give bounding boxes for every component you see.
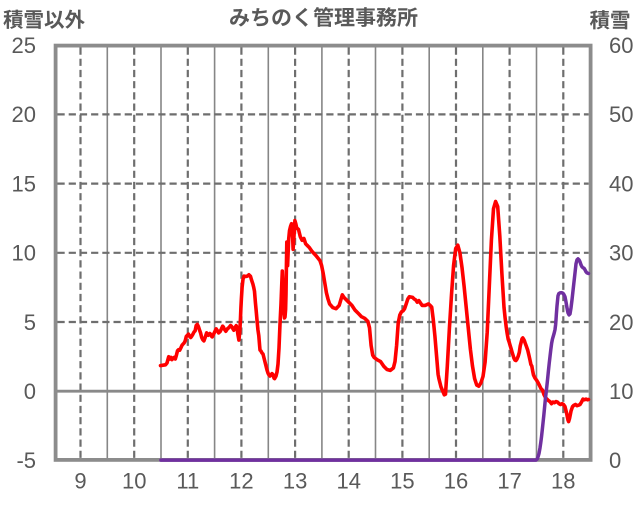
svg-text:-5: -5	[16, 448, 36, 473]
svg-text:5: 5	[24, 310, 36, 335]
svg-text:40: 40	[609, 171, 633, 196]
svg-text:25: 25	[12, 33, 36, 58]
svg-text:12: 12	[229, 468, 253, 493]
svg-text:17: 17	[497, 468, 521, 493]
svg-text:9: 9	[74, 468, 86, 493]
svg-text:15: 15	[12, 171, 36, 196]
svg-text:10: 10	[122, 468, 146, 493]
svg-text:18: 18	[551, 468, 575, 493]
svg-text:10: 10	[12, 241, 36, 266]
svg-text:20: 20	[609, 310, 633, 335]
svg-text:20: 20	[12, 102, 36, 127]
svg-text:14: 14	[336, 468, 360, 493]
svg-text:16: 16	[444, 468, 468, 493]
svg-text:13: 13	[283, 468, 307, 493]
svg-text:0: 0	[609, 448, 621, 473]
svg-text:30: 30	[609, 241, 633, 266]
svg-text:11: 11	[176, 468, 199, 493]
svg-text:50: 50	[609, 102, 633, 127]
svg-text:15: 15	[390, 468, 414, 493]
svg-text:60: 60	[609, 33, 633, 58]
svg-text:10: 10	[609, 379, 633, 404]
svg-text:0: 0	[24, 379, 36, 404]
